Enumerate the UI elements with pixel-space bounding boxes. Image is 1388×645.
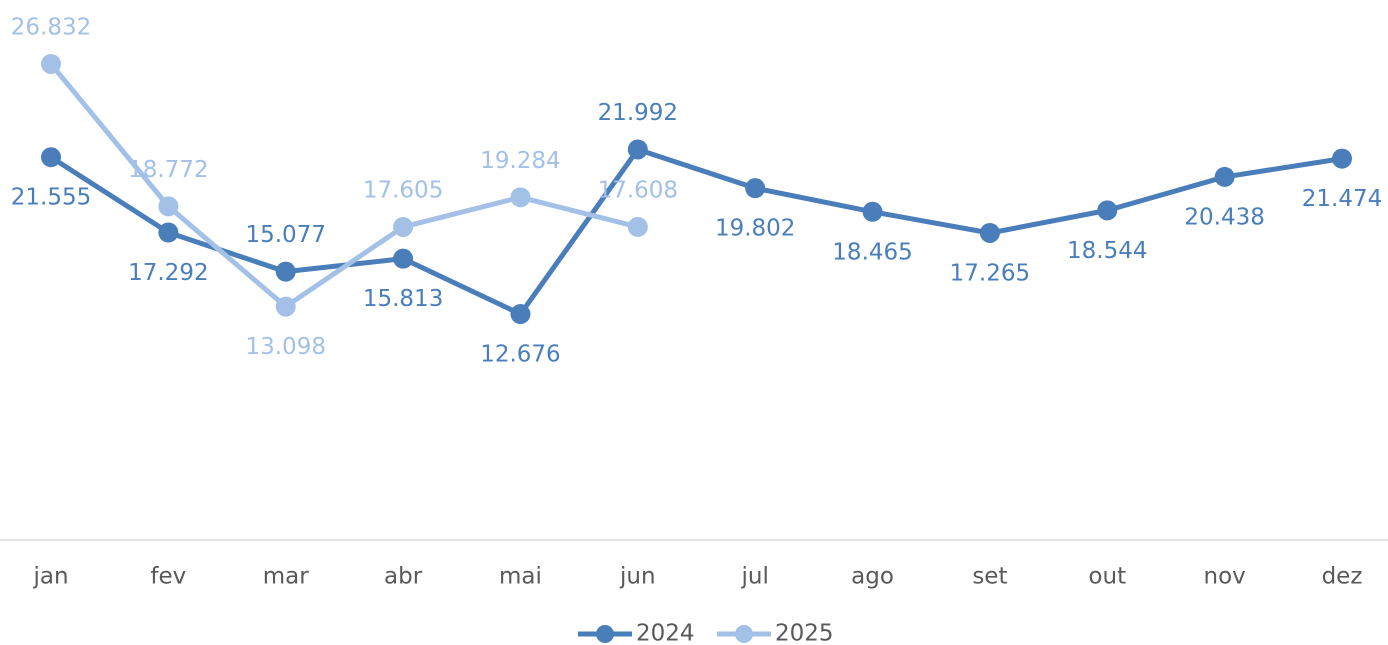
- data-label: 18.465: [832, 239, 912, 265]
- data-point: [1332, 148, 1352, 169]
- data-point: [393, 216, 414, 237]
- x-tick-label: dez: [1322, 564, 1363, 590]
- data-point: [1214, 166, 1235, 187]
- data-point: [41, 147, 61, 168]
- data-point: [745, 178, 766, 199]
- data-label: 19.284: [480, 148, 560, 174]
- data-point: [158, 196, 179, 217]
- data-label: 12.676: [480, 342, 560, 368]
- data-point: [510, 187, 531, 208]
- data-label: 26.832: [11, 14, 91, 40]
- data-label: 17.605: [363, 177, 443, 203]
- data-point: [862, 201, 883, 222]
- data-label: 21.992: [598, 100, 678, 126]
- data-label: 21.474: [1302, 186, 1382, 212]
- data-label: 18.772: [128, 157, 208, 183]
- data-point: [275, 296, 296, 317]
- x-tick-label: abr: [384, 564, 423, 590]
- data-point: [979, 222, 1000, 243]
- x-tick-label: ago: [851, 564, 894, 590]
- data-label: 20.438: [1184, 204, 1264, 230]
- data-label: 15.813: [363, 286, 443, 312]
- x-tick-label: mai: [499, 564, 542, 590]
- data-point: [158, 222, 179, 243]
- data-label: 19.802: [715, 216, 795, 242]
- data-point: [41, 53, 61, 74]
- legend-marker: [596, 625, 614, 643]
- data-label: 17.292: [128, 260, 208, 286]
- x-tick-label: out: [1088, 564, 1126, 590]
- legend-label: 2024: [636, 621, 695, 645]
- data-point: [627, 139, 648, 160]
- x-tick-label: jan: [32, 564, 68, 590]
- data-label: 15.077: [245, 222, 325, 248]
- series-line: [49, 146, 1343, 317]
- data-label: 13.098: [245, 334, 325, 360]
- x-tick-label: jul: [741, 564, 769, 590]
- legend-label: 2025: [775, 621, 834, 645]
- series-line: [49, 62, 639, 310]
- data-label: 17.265: [950, 260, 1030, 286]
- data-point: [393, 248, 414, 269]
- data-label: 17.608: [598, 177, 678, 203]
- data-label: 18.544: [1067, 238, 1147, 264]
- x-tick-label: fev: [150, 564, 186, 590]
- data-point: [627, 216, 648, 237]
- x-tick-label: nov: [1204, 564, 1246, 590]
- x-tick-label: set: [972, 564, 1007, 590]
- data-point: [1097, 200, 1118, 221]
- data-label: 21.555: [11, 185, 91, 211]
- x-tick-label: mar: [263, 564, 309, 590]
- legend-marker: [735, 625, 753, 643]
- x-tick-label: jun: [619, 564, 656, 590]
- data-point: [510, 304, 531, 325]
- data-point: [275, 261, 296, 282]
